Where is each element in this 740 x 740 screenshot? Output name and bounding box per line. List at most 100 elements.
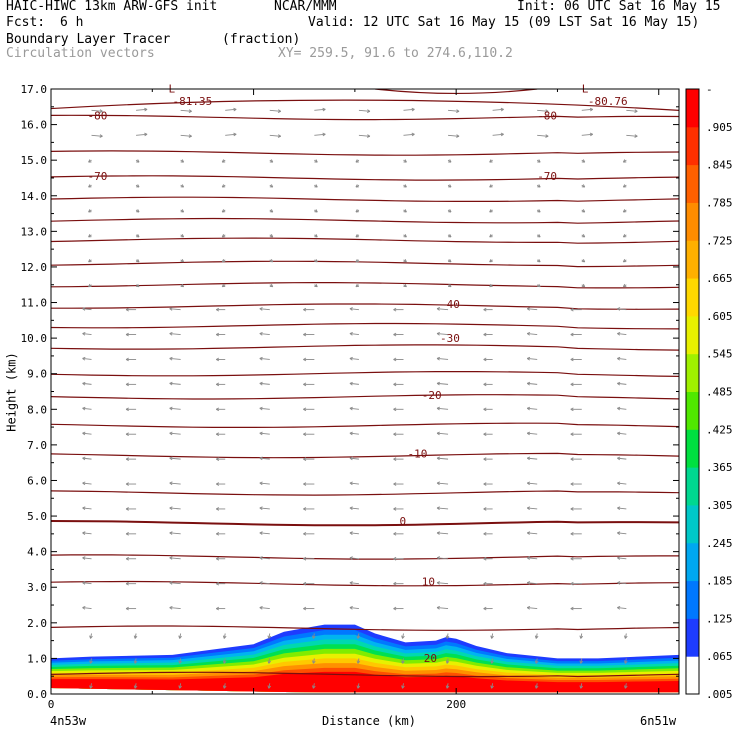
contour-line <box>51 114 679 121</box>
vector-arrowhead <box>269 209 274 213</box>
vector-arrowhead <box>436 481 440 486</box>
vector-arrowhead <box>526 431 531 436</box>
vector-arrowhead <box>216 382 220 387</box>
contour-label: 0 <box>399 515 406 528</box>
vector-arrowhead <box>136 184 140 188</box>
vector-arrowhead <box>133 685 138 689</box>
model-title: HAIC-HIWC 13km ARW-GFS init <box>6 0 218 14</box>
vector-arrowhead <box>500 107 504 112</box>
contour-label: -70 <box>87 170 107 183</box>
vector-arrow <box>180 134 192 137</box>
vector-arrow <box>617 333 627 336</box>
x-end-right: 6n51w <box>640 714 677 728</box>
vector-arrowhead <box>259 406 263 411</box>
vector-arrow <box>82 532 92 535</box>
vector-arrow <box>617 358 627 360</box>
vector-arrowhead <box>125 606 129 611</box>
vector-arrowhead <box>259 431 263 436</box>
vector-arrowhead <box>303 556 307 561</box>
vector-arrowhead <box>349 531 353 535</box>
vector-arrowhead <box>349 606 353 610</box>
vector-arrowhead <box>180 159 185 163</box>
vector-arrowhead <box>526 307 531 311</box>
contour-label: -20 <box>422 389 442 402</box>
vector-arrowhead <box>222 660 227 664</box>
vector-arrowhead <box>526 531 531 535</box>
vector-arrowhead <box>259 307 263 311</box>
contour-line <box>51 303 679 310</box>
contour-line <box>51 394 679 400</box>
vector-arrowhead <box>169 481 173 486</box>
vector-arrow <box>259 333 270 336</box>
contour-label: 20 <box>424 652 437 665</box>
vector-arrowhead <box>570 432 574 437</box>
vector-arrow <box>169 382 181 385</box>
vector-arrowhead <box>88 184 92 188</box>
y-tick-label: 7.0 <box>27 439 47 452</box>
vector-arrowhead <box>314 159 318 163</box>
vector-arrow <box>527 358 538 360</box>
vector-arrowhead <box>82 381 86 386</box>
vector-arrow <box>448 109 460 112</box>
vector-arrowhead <box>617 406 621 411</box>
vector-arrow <box>437 358 449 360</box>
colorbar-swatch <box>686 618 699 657</box>
vector-arrow <box>349 382 359 385</box>
vector-arrowhead <box>436 431 440 436</box>
y-tick-label: 17.0 <box>21 83 48 96</box>
vector-arrowhead <box>133 635 138 639</box>
y-tick-label: 10.0 <box>21 332 48 345</box>
contour-label: -80 <box>537 109 557 122</box>
vector-arrowhead <box>169 456 173 461</box>
vector-arrow <box>349 333 359 336</box>
vector-arrowhead <box>269 283 274 288</box>
vector-arrow <box>581 108 593 111</box>
vector-arrowhead <box>403 258 407 263</box>
vector-arrow <box>349 432 359 435</box>
y-tick-label: 0.0 <box>27 688 47 701</box>
vector-arrowhead <box>180 234 185 238</box>
vector-arrowhead <box>125 382 129 387</box>
tracer-fill <box>51 624 679 694</box>
vector-arrow <box>169 607 181 610</box>
x-end-left: 4n53w <box>50 714 87 728</box>
colorbar-swatch <box>686 580 699 619</box>
vector-arrowhead <box>349 406 353 411</box>
vector-arrowhead <box>180 283 185 288</box>
vector-arrow <box>527 333 538 336</box>
vector-arrowhead <box>349 581 353 585</box>
vector-arrow <box>349 358 359 360</box>
vector-arrowhead <box>622 209 627 213</box>
y-tick-label: 6.0 <box>27 474 47 487</box>
vector-arrowhead <box>82 481 86 486</box>
vector-arrow <box>358 134 370 137</box>
vector-arrowhead <box>303 482 307 486</box>
vector-arrow <box>82 457 92 460</box>
colorbar-swatch <box>686 164 699 203</box>
colorbar-label: .005 <box>706 688 733 701</box>
vector-arrowhead <box>624 635 628 639</box>
vector-arrowhead <box>581 258 586 263</box>
tracer-band-10 <box>51 671 679 693</box>
vector-arrowhead <box>125 457 129 461</box>
vector-arrow <box>349 607 359 610</box>
vector-arrowhead <box>526 581 531 585</box>
vector-arrowhead <box>490 660 494 664</box>
vector-arrowhead <box>88 234 92 238</box>
vector-arrow <box>437 308 449 311</box>
vector-arrowhead <box>82 606 86 610</box>
vector-arrowhead <box>534 660 539 664</box>
vector-arrowhead <box>436 506 440 510</box>
vector-arrowhead <box>267 685 272 689</box>
vector-arrowhead <box>490 685 494 689</box>
vector-arrowhead <box>233 132 237 137</box>
vector-arrow <box>437 557 449 560</box>
x-axis-title: Distance (km) <box>322 714 416 728</box>
vector-arrow <box>617 607 627 610</box>
vector-arrowhead <box>622 184 627 188</box>
vector-arrowhead <box>136 234 140 238</box>
vector-arrow <box>617 532 627 535</box>
vector-arrowhead <box>125 532 129 536</box>
contour-line <box>51 260 679 268</box>
vector-arrowhead <box>581 209 586 213</box>
